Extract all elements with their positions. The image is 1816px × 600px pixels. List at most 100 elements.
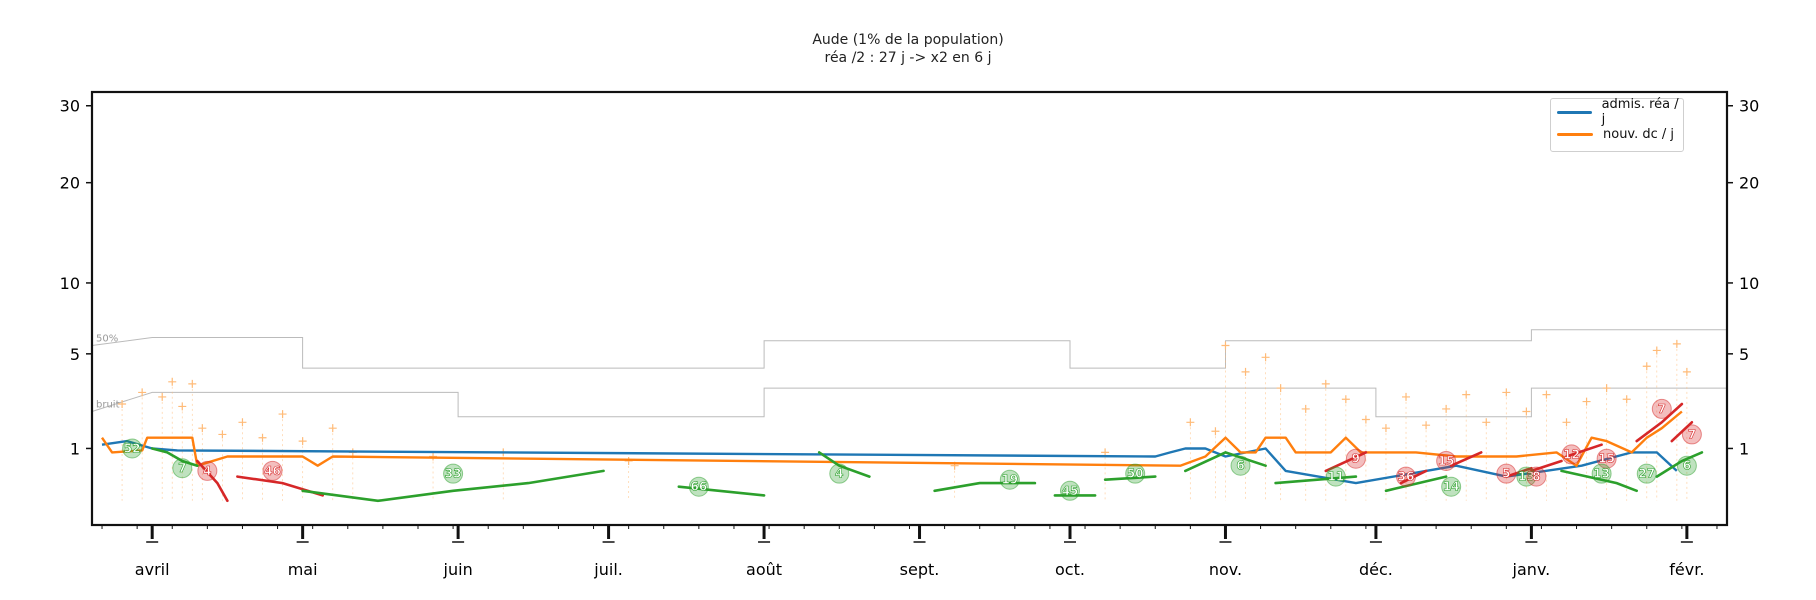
trend-label: 4 bbox=[203, 464, 211, 478]
trend-label: 12 bbox=[1563, 447, 1580, 461]
raw-point bbox=[1682, 367, 1691, 376]
trend-label-circle bbox=[122, 438, 143, 459]
raw-points-layer bbox=[118, 339, 1691, 501]
trend-segment-decreasing bbox=[1384, 475, 1448, 493]
trend-label-circle bbox=[1436, 450, 1457, 471]
raw-point bbox=[1562, 418, 1571, 427]
y-tick-label: 1 bbox=[70, 439, 80, 458]
trend-segment-decreasing bbox=[1103, 475, 1157, 481]
y-tick-label: 20 bbox=[60, 174, 80, 193]
raw-point bbox=[1602, 384, 1611, 393]
trend-segment-increasing bbox=[1399, 469, 1428, 485]
trend-segment-decreasing bbox=[1655, 451, 1704, 478]
x-tick-label: janv. bbox=[1512, 560, 1551, 579]
trend-segment-decreasing bbox=[1560, 469, 1638, 493]
y-tick-label: 10 bbox=[60, 274, 80, 293]
reference-lines: 50% bruit bbox=[91, 329, 1727, 418]
raw-point bbox=[1482, 418, 1491, 427]
x-tick-label: oct. bbox=[1055, 560, 1085, 579]
raw-point bbox=[328, 424, 337, 433]
trend-label-circle bbox=[172, 458, 193, 479]
trend-label: 7 bbox=[178, 461, 186, 475]
trend-label-circle bbox=[1496, 463, 1517, 484]
raw-point bbox=[1652, 346, 1661, 355]
y-tick-label-right: 1 bbox=[1739, 439, 1749, 458]
trend-label-circle bbox=[1325, 466, 1346, 487]
trend-segment-decreasing bbox=[677, 485, 766, 497]
reference-label-1: bruit bbox=[96, 399, 120, 410]
trend-label: 45 bbox=[1062, 484, 1079, 498]
trend-segment-decreasing bbox=[1184, 451, 1267, 473]
trend-segment-increasing bbox=[1635, 402, 1684, 443]
raw-point bbox=[624, 456, 633, 465]
y-tick-label-right: 20 bbox=[1739, 174, 1759, 193]
legend-label-dc: nouv. dc / j bbox=[1603, 126, 1675, 142]
raw-point bbox=[1582, 397, 1591, 406]
y-tick-label-right: 30 bbox=[1739, 97, 1759, 116]
trend-segment-increasing bbox=[196, 459, 229, 503]
trend-segment-increasing bbox=[1530, 459, 1563, 473]
raw-point bbox=[1241, 367, 1250, 376]
trend-label: 19 bbox=[1001, 473, 1018, 487]
trend-label: 6 bbox=[1236, 459, 1244, 473]
trend-label: 52 bbox=[124, 441, 141, 455]
trend-label-circle bbox=[1441, 476, 1462, 497]
trend-label: 14 bbox=[1443, 480, 1460, 494]
x-tick-label: sept. bbox=[900, 560, 940, 579]
trend-label: 50 bbox=[1127, 467, 1144, 481]
trend-label: 7 bbox=[1658, 402, 1666, 416]
reference-label-0: 50% bbox=[96, 333, 118, 344]
raw-point bbox=[188, 379, 197, 388]
legend-item-dc: nouv. dc / j bbox=[1557, 125, 1674, 143]
trend-segment-increasing bbox=[1505, 466, 1533, 478]
trend-label-circle bbox=[1591, 463, 1612, 484]
trend-label-circle bbox=[197, 460, 218, 481]
trend-label: 9 bbox=[1352, 452, 1360, 466]
raw-point bbox=[1276, 384, 1285, 393]
trend-label: 6 bbox=[1683, 459, 1691, 473]
legend-swatch-dc bbox=[1557, 132, 1593, 136]
trend-label-circle bbox=[688, 476, 709, 497]
trend-label: 46 bbox=[264, 464, 281, 478]
trend-label-circle bbox=[999, 469, 1020, 490]
trend-label-circle bbox=[1561, 444, 1582, 465]
x-tick-label: déc. bbox=[1359, 560, 1393, 579]
raw-point bbox=[1321, 379, 1330, 388]
y-tick-label-right: 5 bbox=[1739, 345, 1749, 364]
raw-point bbox=[258, 433, 267, 442]
plot-frame bbox=[90, 90, 1729, 527]
trend-label-circle bbox=[443, 463, 464, 484]
trend-label-circle bbox=[829, 463, 850, 484]
raw-point bbox=[1422, 421, 1431, 430]
trend-label: 8 bbox=[1532, 470, 1540, 484]
trend-label-circle bbox=[262, 460, 283, 481]
trend-label-circle bbox=[1526, 466, 1547, 487]
raw-point bbox=[1672, 339, 1681, 348]
y-tick-label-right: 10 bbox=[1739, 274, 1759, 293]
trend-label: 27 bbox=[1638, 467, 1655, 481]
chart-legend: admis. réa / j nouv. dc / j bbox=[1550, 97, 1684, 152]
trend-label-circle bbox=[1396, 466, 1417, 487]
raw-point bbox=[1522, 407, 1531, 416]
trend-label-circle bbox=[1636, 463, 1657, 484]
raw-point bbox=[1502, 388, 1511, 397]
y-tick-label: 30 bbox=[60, 97, 80, 116]
trend-label: 15 bbox=[1598, 452, 1615, 466]
x-tick-label: nov. bbox=[1209, 560, 1242, 579]
trend-label-circle bbox=[1596, 448, 1617, 469]
trend-label: 36 bbox=[1398, 470, 1415, 484]
raw-point bbox=[138, 388, 147, 397]
legend-swatch-rea bbox=[1557, 110, 1592, 114]
reference-line-0 bbox=[91, 329, 1727, 369]
y-tick-label: 5 bbox=[70, 345, 80, 364]
chart-title: Aude (1% de la population) bbox=[812, 32, 1004, 48]
x-tick-label: févr. bbox=[1669, 560, 1704, 579]
trend-label: 15 bbox=[1438, 454, 1455, 468]
x-tick-label: juil. bbox=[593, 560, 623, 579]
x-tick-label: mai bbox=[288, 560, 318, 579]
trend-segment-decreasing bbox=[817, 451, 871, 478]
trend-segment-decreasing bbox=[150, 447, 199, 467]
trend-label-circle bbox=[1059, 480, 1080, 501]
